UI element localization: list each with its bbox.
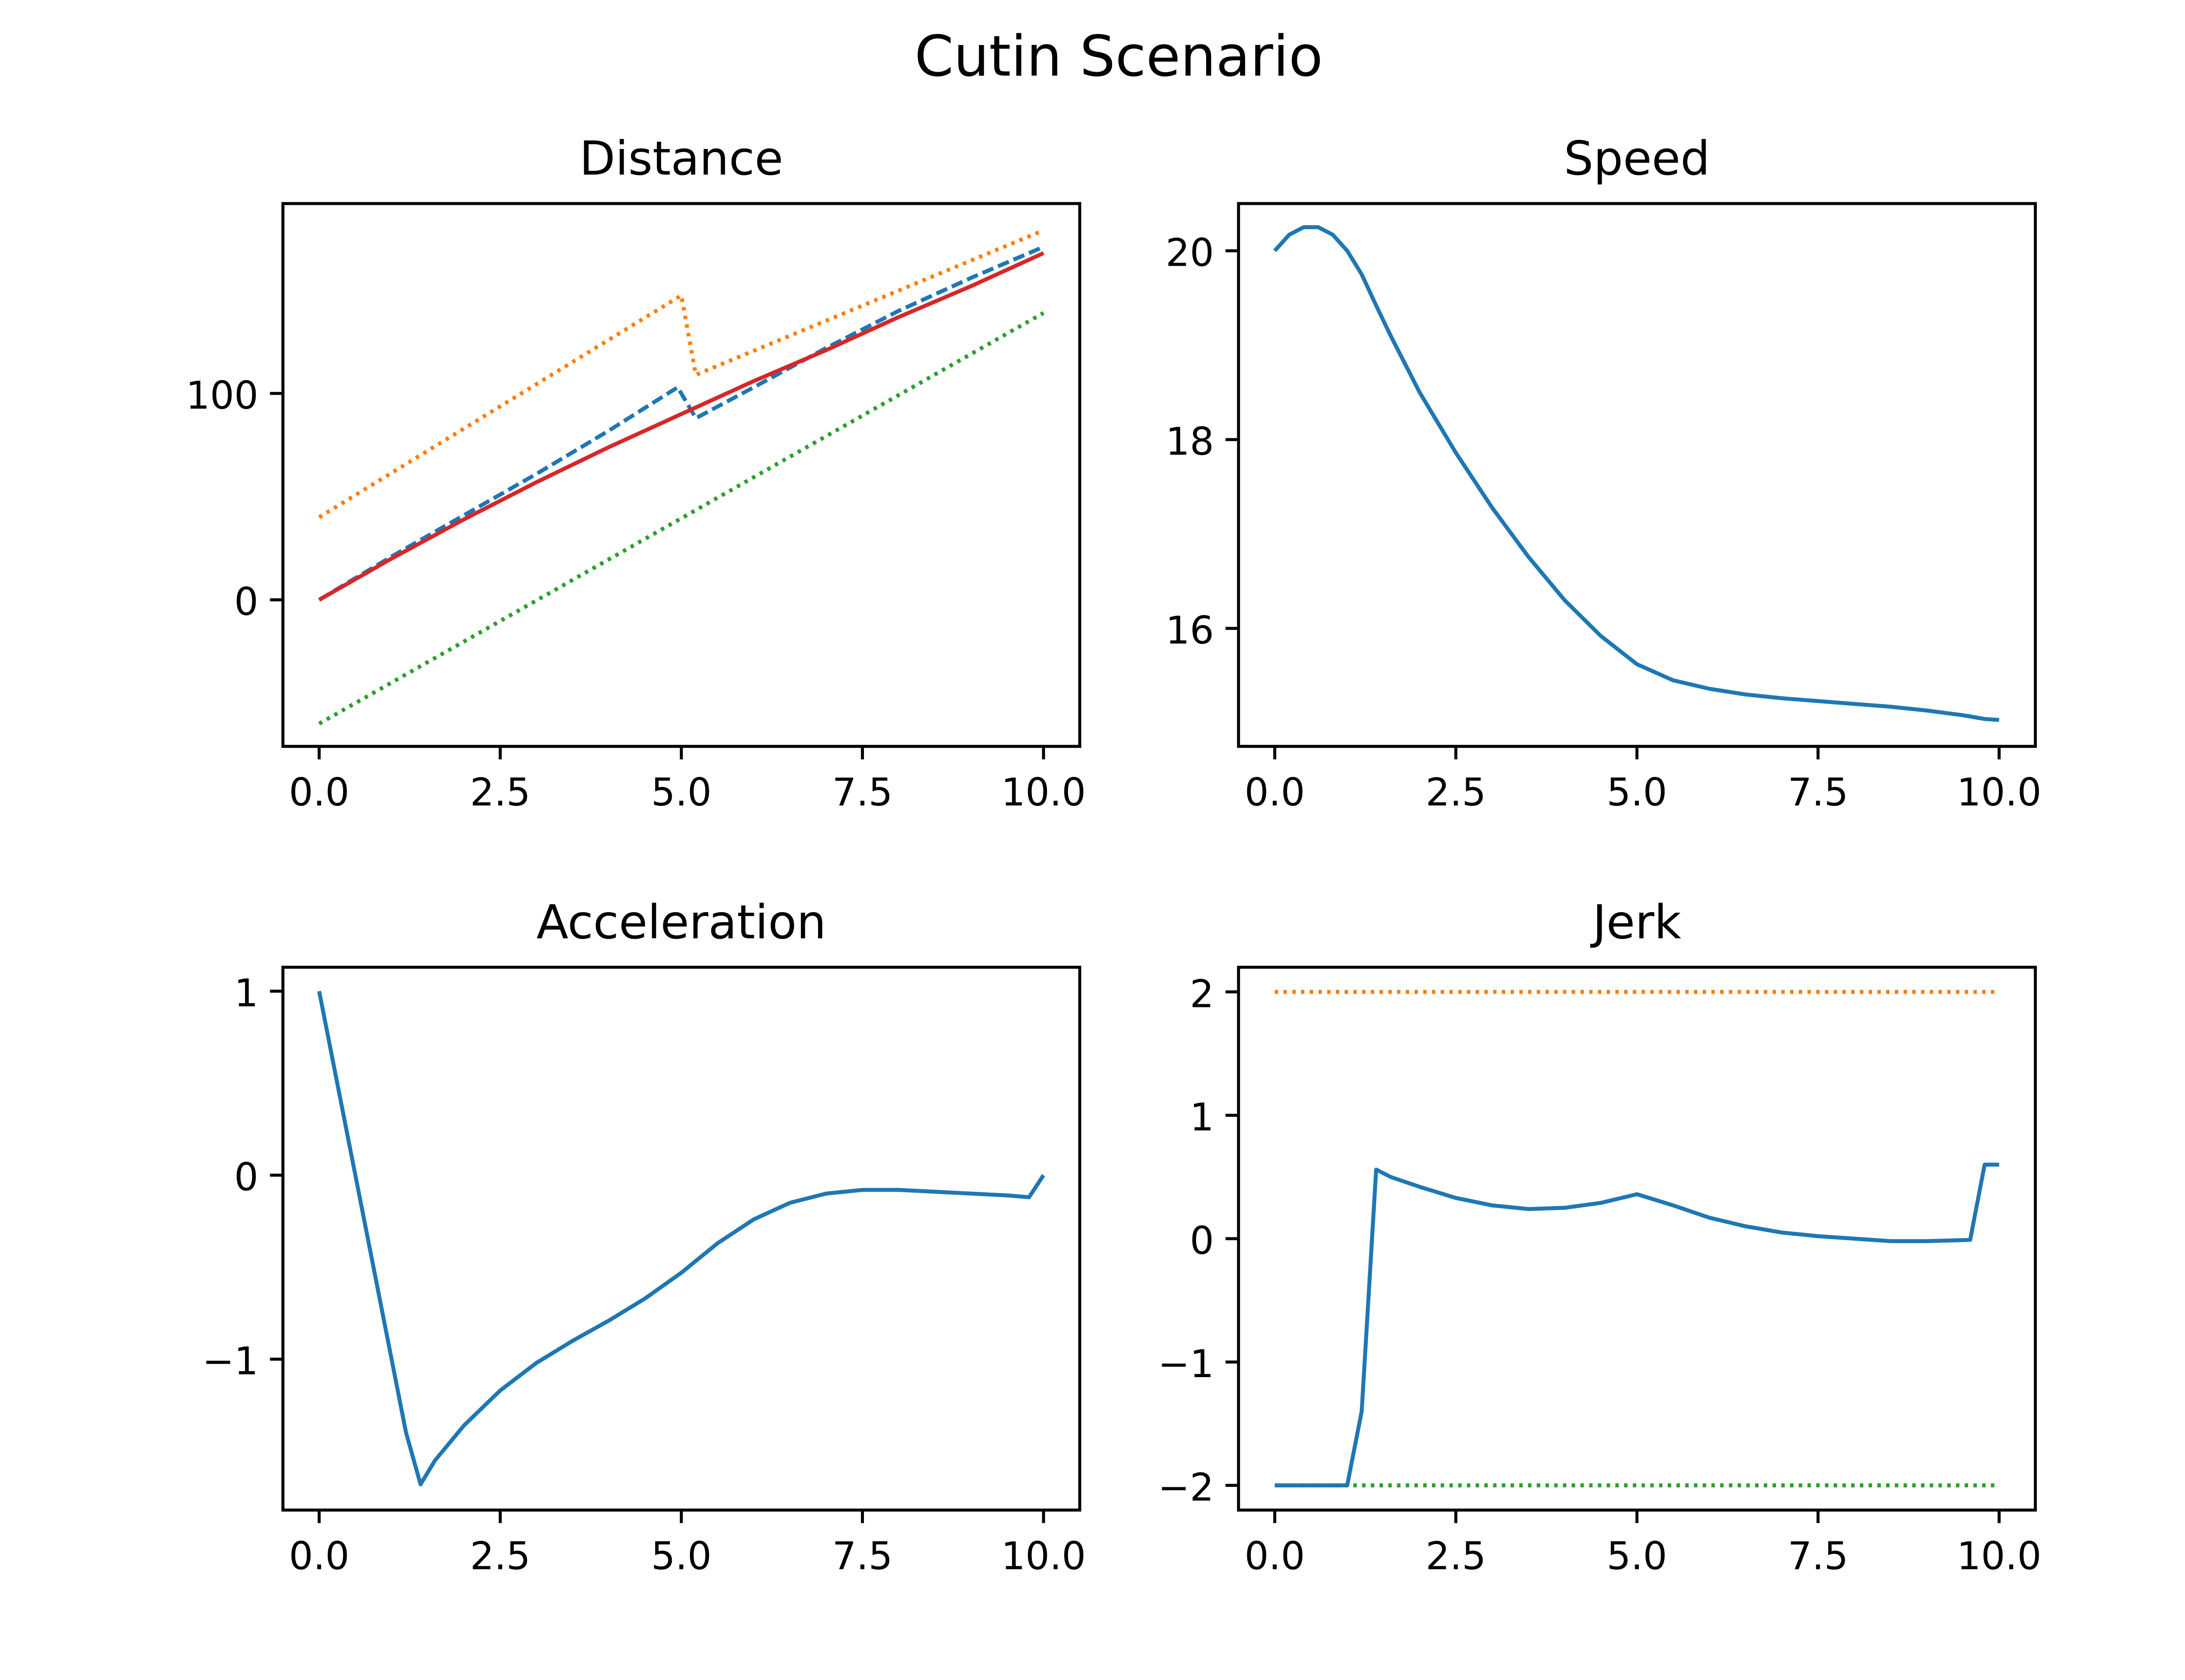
xtick-label-acceleration-1: 2.5 (470, 1534, 531, 1579)
xtick-label-acceleration-2: 5.0 (651, 1534, 711, 1579)
xtick-label-acceleration-0: 0.0 (289, 1534, 349, 1579)
subplot-title-speed: Speed (1564, 132, 1710, 186)
series-line-speed-0 (1273, 225, 2000, 722)
series-line-distance-2 (318, 311, 1045, 725)
ytick-label-acceleration-1: 0 (234, 1155, 258, 1200)
series-line-acceleration-0 (317, 991, 1045, 1486)
subplot-acceleration: Acceleration 0.0 2.5 5.0 7.5 10.0 −1 0 1 (202, 896, 1086, 1579)
subplot-speed: Speed 0.0 2.5 5.0 7.5 10.0 16 18 20 (1165, 132, 2041, 815)
ytick-label-acceleration-0: −1 (202, 1339, 258, 1384)
plot-area-distance (318, 228, 1045, 725)
ytick-label-jerk-0: −2 (1158, 1465, 1214, 1510)
ytick-label-distance-0: 0 (234, 580, 258, 624)
subplot-jerk: Jerk 0.0 2.5 5.0 7.5 10.0 −2 −1 0 1 2 (1158, 896, 2042, 1579)
xtick-label-distance-3: 7.5 (832, 770, 892, 815)
xtick-label-speed-2: 5.0 (1607, 770, 1667, 815)
xtick-label-distance-4: 10.0 (1001, 770, 1086, 815)
series-line-jerk-2 (1275, 1163, 1999, 1488)
series-line-distance-1 (318, 245, 1044, 602)
plot-area-speed (1273, 225, 2000, 722)
ytick-label-jerk-2: 0 (1190, 1218, 1214, 1263)
xtick-label-distance-2: 5.0 (651, 770, 711, 815)
xtick-label-speed-0: 0.0 (1245, 770, 1305, 815)
subplot-title-jerk: Jerk (1590, 896, 1681, 950)
xtick-label-jerk-2: 5.0 (1607, 1534, 1667, 1579)
subplot-title-acceleration: Acceleration (537, 896, 826, 950)
ytick-label-jerk-3: 1 (1190, 1095, 1214, 1140)
xtick-label-jerk-4: 10.0 (1957, 1534, 2042, 1579)
series-line-distance-0 (318, 228, 1044, 519)
xtick-label-jerk-3: 7.5 (1788, 1534, 1848, 1579)
xtick-label-speed-1: 2.5 (1425, 770, 1486, 815)
subplot-title-distance: Distance (579, 132, 784, 186)
ytick-label-jerk-1: −1 (1158, 1342, 1214, 1386)
ytick-label-jerk-4: 2 (1190, 972, 1214, 1016)
figure-title: Cutin Scenario (914, 24, 1323, 89)
xtick-label-jerk-0: 0.0 (1245, 1534, 1305, 1579)
ytick-label-acceleration-2: 1 (234, 971, 258, 1016)
plot-area-jerk (1275, 990, 1999, 1488)
xtick-label-speed-3: 7.5 (1788, 770, 1848, 815)
series-line-distance-3 (318, 251, 1044, 602)
xtick-label-distance-0: 0.0 (289, 770, 349, 815)
axes-frame-acceleration (281, 965, 1082, 1512)
xtick-label-jerk-1: 2.5 (1425, 1534, 1486, 1579)
ytick-label-distance-1: 100 (186, 373, 258, 418)
plot-area-acceleration (317, 991, 1045, 1486)
ytick-label-speed-2: 20 (1165, 230, 1214, 275)
subplot-distance: Distance 0.0 2.5 5.0 7.5 10.0 0 100 (186, 132, 1086, 815)
xtick-label-acceleration-4: 10.0 (1001, 1534, 1086, 1579)
xtick-label-speed-4: 10.0 (1957, 770, 2042, 815)
ytick-label-speed-0: 16 (1165, 608, 1214, 653)
xtick-label-acceleration-3: 7.5 (832, 1534, 892, 1579)
ytick-label-speed-1: 18 (1165, 419, 1214, 464)
xtick-label-distance-1: 2.5 (470, 770, 531, 815)
